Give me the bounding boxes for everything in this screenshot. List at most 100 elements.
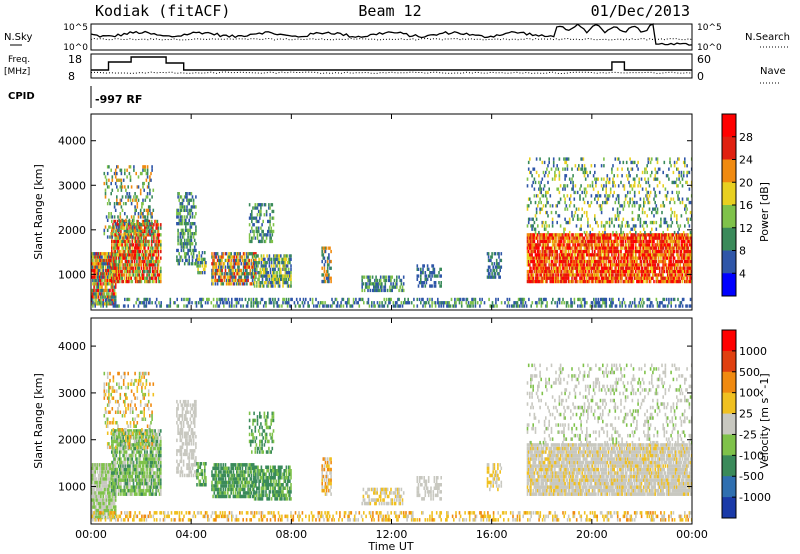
power-cell: [564, 273, 566, 277]
power-cell: [643, 253, 645, 257]
power-cell: [390, 275, 392, 279]
power-cell: [99, 275, 101, 279]
power-cell: [271, 239, 274, 244]
power-cell: [644, 276, 646, 280]
power-cell: [631, 259, 634, 264]
power-cell: [687, 233, 689, 237]
power-cell: [110, 298, 112, 303]
power-cell: [144, 222, 147, 226]
power-cell: [617, 253, 620, 257]
power-cell: [137, 256, 139, 260]
power-cell: [608, 233, 611, 237]
power-cell: [265, 267, 267, 271]
power-cell: [150, 233, 153, 237]
power-cell: [330, 279, 332, 284]
power-cell: [529, 157, 531, 161]
power-cell: [677, 276, 679, 280]
power-cell: [676, 236, 678, 240]
power-cell: [140, 233, 143, 237]
power-cell: [630, 256, 632, 260]
power-cell: [127, 246, 129, 250]
power-cell: [286, 274, 289, 278]
power-cell: [647, 249, 650, 254]
power-cell: [584, 177, 587, 181]
power-cell: [125, 223, 128, 227]
power-cell: [539, 207, 541, 211]
power-cell: [144, 215, 147, 219]
power-cell: [381, 282, 383, 286]
power-cell: [583, 174, 586, 178]
power-cell: [114, 246, 116, 250]
power-cell: [663, 243, 666, 247]
power-cell: [587, 263, 589, 267]
power-cell: [137, 243, 139, 247]
power-cell: [646, 214, 648, 218]
power-cell: [679, 180, 682, 185]
power-cell: [272, 229, 275, 234]
power-cell: [103, 258, 106, 263]
power-cell: [600, 224, 603, 228]
power-cell: [361, 288, 363, 293]
power-cell: [681, 200, 684, 205]
power-cell: [218, 268, 220, 273]
power-cell: [290, 274, 292, 278]
power-cell: [682, 269, 685, 274]
power-cell: [676, 160, 678, 165]
power-cell: [563, 273, 565, 277]
power-cell: [420, 281, 422, 285]
power-cell: [179, 215, 182, 219]
power-cell: [94, 268, 96, 273]
power-cell: [632, 273, 635, 277]
power-cell: [656, 249, 659, 254]
power-cell: [576, 269, 579, 274]
power-cell: [134, 253, 137, 257]
power-cell: [630, 236, 632, 240]
power-cell: [189, 238, 192, 242]
power-cell: [253, 281, 256, 285]
power-cell: [124, 279, 127, 284]
power-cell: [662, 276, 664, 280]
power-cell: [256, 233, 259, 237]
power-cell: [238, 258, 240, 263]
power-cell: [580, 273, 582, 277]
power-cell: [681, 253, 684, 257]
power-cell: [95, 252, 98, 256]
power-cell: [573, 263, 576, 267]
power-cell: [537, 279, 539, 284]
power-cell: [138, 236, 140, 240]
power-cell: [113, 302, 116, 306]
power-cell: [608, 269, 611, 274]
power-cell: [114, 208, 117, 212]
power-cell: [651, 259, 653, 264]
power-cell: [119, 233, 121, 237]
power-cell: [243, 265, 246, 269]
power-cell: [256, 267, 258, 271]
power-cell: [180, 242, 183, 246]
power-cell: [121, 208, 124, 212]
power-cell: [150, 229, 153, 234]
power-cell: [627, 263, 629, 267]
power-cell: [260, 213, 262, 217]
power-cell: [599, 253, 602, 257]
power-cell: [188, 238, 190, 242]
power-cell: [124, 232, 126, 236]
power-cell: [122, 256, 124, 260]
power-cell: [651, 220, 653, 225]
power-cell: [142, 168, 144, 172]
power-cell: [670, 259, 672, 264]
power-cell: [682, 160, 685, 165]
power-cell: [655, 259, 658, 264]
power-cell: [255, 219, 258, 224]
power-cell: [602, 233, 604, 237]
power-cell: [652, 256, 654, 260]
power-cell: [109, 202, 111, 206]
power-cell: [606, 266, 609, 270]
power-cell: [153, 269, 155, 274]
power-cell: [687, 259, 689, 264]
power-cell: [260, 271, 263, 275]
power-cell: [587, 249, 589, 254]
power-cell: [606, 276, 609, 280]
power-cell: [575, 249, 578, 254]
power-cell: [236, 268, 238, 273]
power-cell: [649, 253, 652, 257]
